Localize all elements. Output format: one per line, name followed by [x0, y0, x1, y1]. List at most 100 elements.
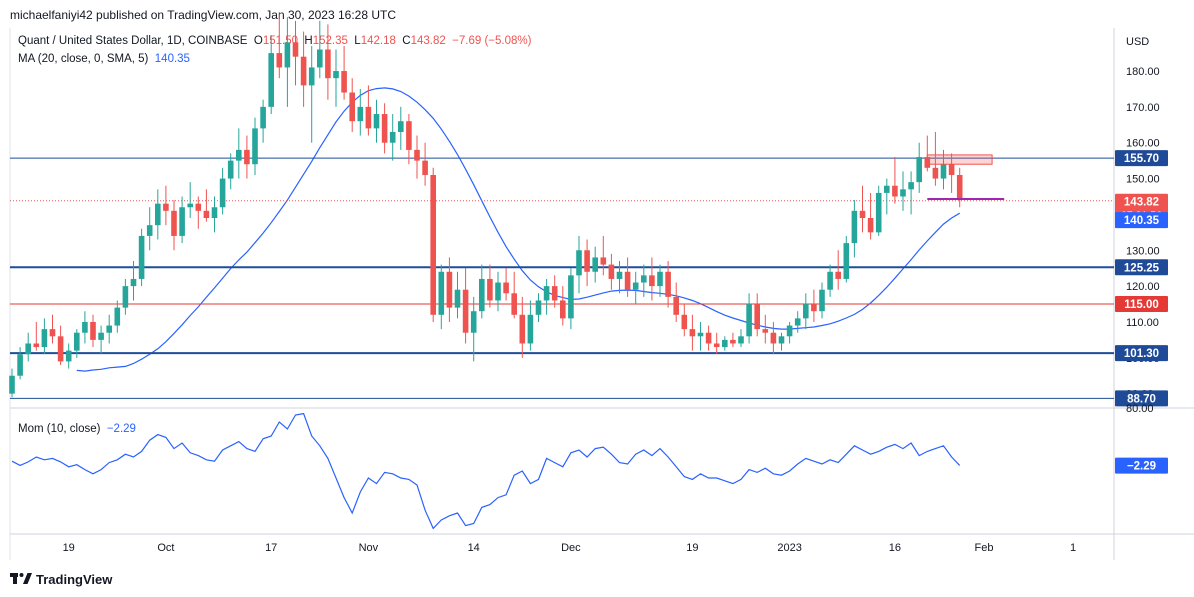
candle-body [600, 257, 607, 265]
high-label: H [304, 35, 313, 47]
candle [130, 261, 137, 301]
candle [365, 85, 372, 136]
candle [851, 200, 858, 258]
candle [219, 167, 226, 215]
time-tick-label: 1 [1070, 542, 1076, 554]
candle-body [138, 235, 145, 279]
candle [600, 235, 607, 276]
candle-body [956, 174, 963, 201]
candle-body [827, 271, 833, 290]
candle-body [317, 49, 323, 68]
candle [657, 264, 663, 297]
candle [819, 282, 825, 319]
candle [171, 200, 177, 251]
candle [260, 99, 266, 143]
mom-value: −2.29 [106, 423, 136, 435]
candle [616, 261, 623, 294]
time-tick-label: Dec [561, 542, 581, 554]
candle-body [227, 160, 234, 179]
candle [746, 293, 752, 344]
tradingview-brand: TradingView [10, 571, 112, 588]
candle [373, 99, 380, 143]
candle-body [479, 278, 485, 312]
candle-body [203, 210, 210, 218]
last-price-value: 143.82 [1124, 197, 1159, 209]
price-tick-label: 130.00 [1126, 245, 1160, 257]
candle-body [114, 307, 121, 326]
candle [543, 278, 550, 315]
level-tag: 88.70 [1115, 390, 1168, 407]
candle [90, 314, 96, 348]
candle-body [357, 106, 364, 122]
momentum-line [11, 412, 961, 530]
candle-body [722, 339, 728, 348]
candle [875, 185, 882, 236]
candle [82, 311, 88, 344]
candle-body [576, 250, 582, 276]
horizontal-levels [10, 157, 1114, 399]
candle-body [9, 375, 15, 394]
candle [479, 264, 485, 319]
mom-tick-label: 80.00 [1126, 403, 1154, 415]
candle [835, 250, 841, 290]
candle-body [592, 257, 598, 272]
candle-body [33, 343, 40, 348]
candle-body [916, 157, 922, 183]
high-value: 152.35 [312, 35, 348, 47]
candle-body [835, 271, 841, 279]
candle-body [819, 289, 825, 312]
candle-body [568, 275, 574, 319]
tradingview-logo-icon [10, 571, 32, 588]
open-label: O [253, 35, 263, 47]
candle [244, 135, 250, 179]
candle-body [632, 282, 639, 290]
time-tick-label: Nov [359, 542, 379, 554]
candle-body [155, 203, 161, 226]
candle-body [57, 336, 64, 362]
candle [689, 314, 696, 351]
candle-body [762, 329, 769, 333]
candle-body [940, 164, 947, 179]
candle-body [705, 332, 712, 344]
candle [406, 114, 412, 165]
candle [187, 182, 193, 218]
candle-body [25, 343, 31, 355]
candle [284, 17, 291, 107]
candle-body [673, 296, 679, 315]
candle [325, 24, 331, 100]
candle [519, 296, 526, 358]
candle-body [414, 149, 420, 161]
candle [381, 103, 388, 154]
candle-body [527, 314, 534, 344]
level-tag-text: 101.30 [1124, 348, 1159, 360]
candle [74, 329, 80, 358]
candle [470, 296, 477, 362]
candle [33, 321, 40, 351]
time-tick-label: Oct [157, 542, 174, 554]
candle-body [373, 114, 380, 129]
symbol-name: Quant / United States Dollar, 1D, COINBA… [18, 35, 248, 47]
candle-body [446, 271, 453, 308]
candle [624, 257, 631, 297]
level-tag-bg [1115, 150, 1168, 167]
candle [535, 293, 542, 322]
candle [892, 157, 898, 204]
level-tag-bg [1115, 345, 1168, 362]
candle-body [900, 189, 906, 197]
candle [778, 332, 785, 351]
candle [236, 128, 242, 179]
candle-body [438, 271, 445, 315]
candle-body [487, 278, 493, 301]
candle [551, 275, 558, 308]
candlesticks [9, 13, 963, 398]
candle-body [560, 300, 566, 319]
candle [632, 271, 639, 305]
candle-body [584, 250, 590, 272]
candle-body [130, 278, 137, 287]
candle [446, 257, 453, 322]
candle-body [106, 325, 112, 333]
candle-body [349, 92, 355, 122]
candle [940, 149, 947, 190]
candle [179, 196, 185, 244]
